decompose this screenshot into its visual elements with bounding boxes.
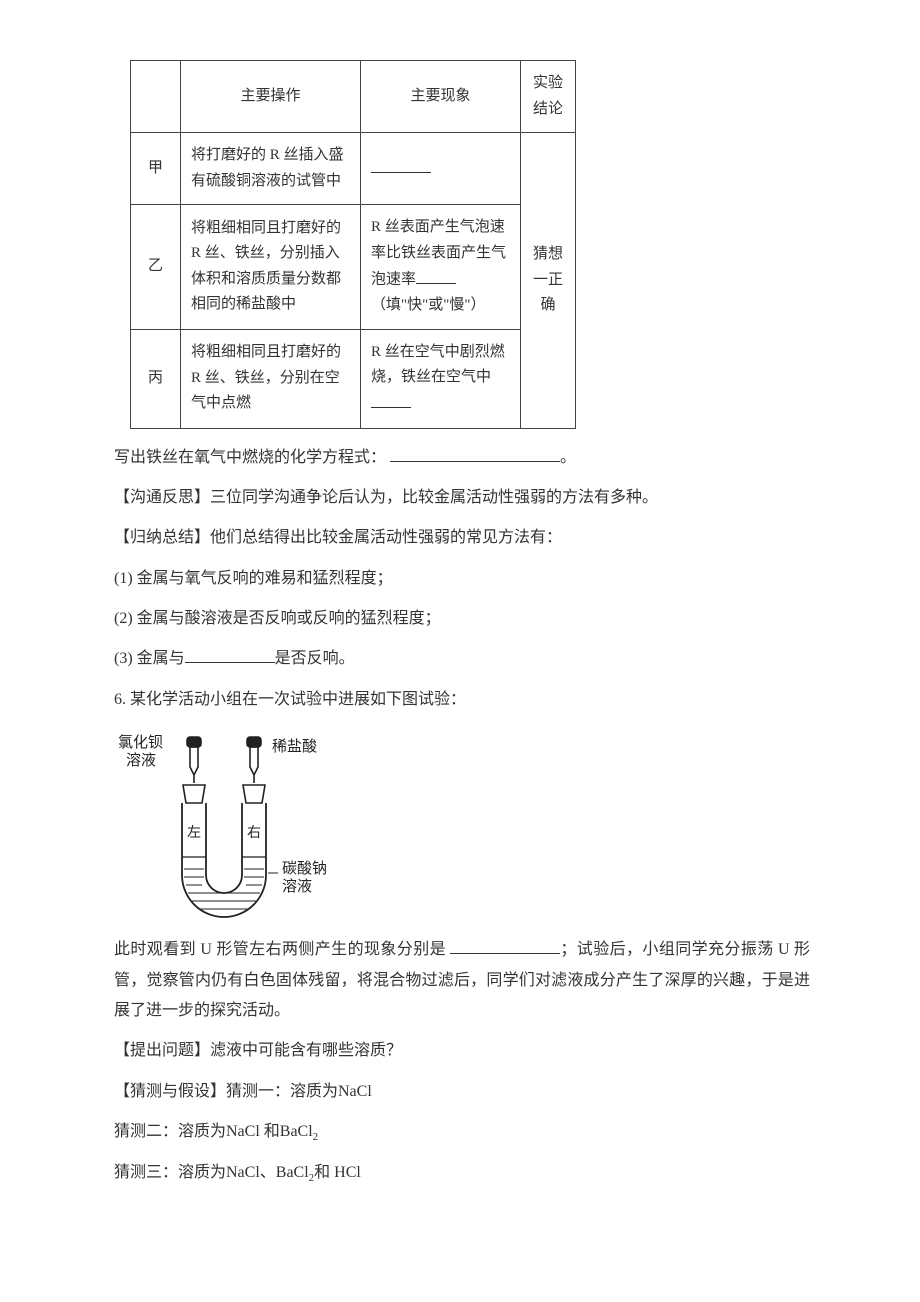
method-3: (3) 金属与 是否反响。 (114, 644, 810, 674)
label-hcl: 稀盐酸 (272, 738, 317, 755)
u-tube-svg: 左 右 氯化钡 溶液 稀盐酸 碳酸钠 溶液 (110, 725, 370, 925)
method-1: (1) 金属与氧气反响的难易和猛烈程度； (114, 564, 810, 594)
row-op: 将粗细相同且打磨好的 R 丝、铁丝，分别插入体积和溶质质量分数都相同的稀盐酸中 (181, 205, 361, 330)
table-row: 丙 将粗细相同且打磨好的 R 丝、铁丝，分别在空气中点燃 R 丝在空气中剧烈燃烧… (131, 329, 576, 428)
reflect-line: 【沟通反思】三位同学沟通争论后认为，比较金属活动性强弱的方法有多种。 (114, 483, 810, 513)
row-phen (361, 133, 521, 205)
label-na2co3-a: 碳酸钠 (282, 860, 327, 877)
row-op: 将打磨好的 R 丝插入盛有硫酸铜溶液的试管中 (181, 133, 361, 205)
left-dropper-icon (187, 737, 201, 783)
table-header-row: 主要操作 主要现象 实验结论 (131, 61, 576, 133)
text: 是否反响。 (275, 650, 355, 667)
u-tube-diagram: 左 右 氯化钡 溶液 稀盐酸 碳酸钠 溶液 (110, 725, 810, 925)
fill-blank (416, 266, 456, 284)
question-line: 【提出问题】滤液中可能含有哪些溶质？ (114, 1036, 810, 1066)
label-left: 左 (187, 825, 201, 841)
summary-line: 【归纳总结】他们总结得出比较金属活动性强弱的常见方法有： (114, 523, 810, 553)
q6-line: 6. 某化学活动小组在一次试验中进展如下图试验： (114, 685, 810, 715)
observation-line: 此时观看到 U 形管左右两侧产生的现象分别是 ；试验后，小组同学充分振荡 U 形… (114, 935, 810, 1026)
fill-blank (450, 936, 560, 955)
label-bacl2-a: 氯化钡 (118, 734, 163, 751)
fill-blank (185, 645, 275, 664)
row-label: 甲 (131, 133, 181, 205)
th-phenomenon: 主要现象 (361, 61, 521, 133)
hypothesis-2: 猜测二：溶质为NaCl 和BaCl2 (114, 1117, 810, 1148)
u-tube-inner (206, 803, 242, 893)
text: 和 HCl (314, 1164, 361, 1181)
text: 。 (560, 449, 576, 466)
text: 写出铁丝在氧气中燃烧的化学方程式： (114, 449, 386, 466)
row-label: 丙 (131, 329, 181, 428)
phen-text: （填"快"或"慢"） (371, 297, 486, 313)
hypothesis-3: 猜测三：溶质为NaCl、BaCl2和 HCl (114, 1158, 810, 1189)
fill-blank (371, 391, 411, 409)
row-conclusion: 猜想一正确 (521, 133, 576, 429)
method-2: (2) 金属与酸溶液是否反响或反响的猛烈程度； (114, 604, 810, 634)
table-row: 乙 将粗细相同且打磨好的 R 丝、铁丝，分别插入体积和溶质质量分数都相同的稀盐酸… (131, 205, 576, 330)
row-op: 将粗细相同且打磨好的 R 丝、铁丝，分别在空气中点燃 (181, 329, 361, 428)
liquid-hatch (184, 869, 264, 909)
plug-icon (183, 785, 265, 803)
label-na2co3-b: 溶液 (282, 878, 312, 895)
th-operation: 主要操作 (181, 61, 361, 133)
table-row: 甲 将打磨好的 R 丝插入盛有硫酸铜溶液的试管中 猜想一正确 (131, 133, 576, 205)
hypothesis-head: 【猜测与假设】猜测一：溶质为NaCl (114, 1077, 810, 1107)
equation-line: 写出铁丝在氧气中燃烧的化学方程式： 。 (114, 443, 810, 473)
label-right: 右 (247, 825, 261, 841)
row-phen: R 丝在空气中剧烈燃烧，铁丝在空气中 (361, 329, 521, 428)
experiment-table: 主要操作 主要现象 实验结论 甲 将打磨好的 R 丝插入盛有硫酸铜溶液的试管中 … (130, 60, 576, 429)
right-dropper-icon (247, 737, 261, 783)
text: 此时观看到 U 形管左右两侧产生的现象分别是 (114, 941, 450, 958)
th-conclusion: 实验结论 (521, 61, 576, 133)
u-tube-outer (182, 803, 266, 917)
text: 猜测三：溶质为NaCl、BaCl (114, 1164, 309, 1181)
row-label: 乙 (131, 205, 181, 330)
fill-blank (371, 155, 431, 173)
text: (3) 金属与 (114, 650, 185, 667)
label-bacl2-b: 溶液 (126, 752, 156, 769)
subscript: 2 (313, 1131, 319, 1143)
text: 猜测二：溶质为NaCl 和BaCl (114, 1123, 313, 1140)
th-blank (131, 61, 181, 133)
fill-blank (390, 443, 560, 462)
phen-text: R 丝在空气中剧烈燃烧，铁丝在空气中 (371, 344, 505, 386)
row-phen: R 丝表面产生气泡速率比铁丝表面产生气泡速率 （填"快"或"慢"） (361, 205, 521, 330)
